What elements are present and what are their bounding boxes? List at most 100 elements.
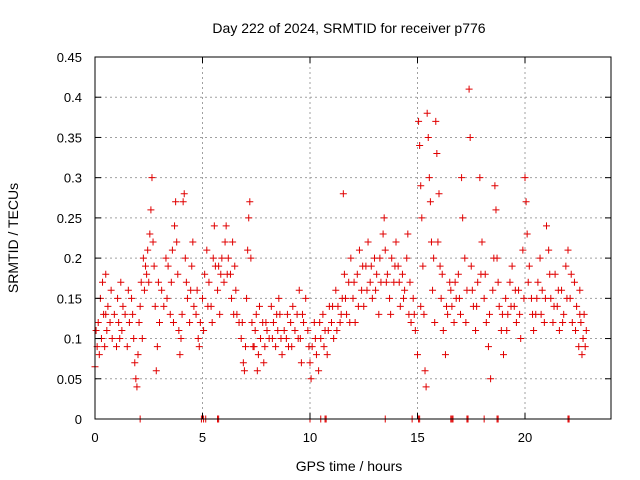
data-point bbox=[171, 222, 179, 230]
data-point bbox=[269, 318, 277, 326]
data-point bbox=[425, 174, 433, 182]
data-point bbox=[140, 286, 148, 294]
x-tick-label: 0 bbox=[91, 430, 98, 445]
data-point bbox=[468, 286, 476, 294]
y-tick-label: 0.25 bbox=[57, 211, 82, 226]
data-point bbox=[329, 302, 337, 310]
data-point bbox=[144, 246, 152, 254]
x-tick-label: 10 bbox=[303, 430, 317, 445]
data-point bbox=[152, 367, 160, 375]
data-point bbox=[94, 318, 102, 326]
data-point bbox=[216, 310, 224, 318]
data-point bbox=[363, 286, 371, 294]
data-point bbox=[291, 327, 299, 335]
data-point bbox=[102, 270, 110, 278]
data-point bbox=[474, 278, 482, 286]
data-point bbox=[498, 310, 506, 318]
data-point bbox=[512, 318, 520, 326]
data-point bbox=[232, 286, 240, 294]
data-point bbox=[275, 294, 283, 302]
data-point bbox=[215, 262, 223, 270]
data-point bbox=[406, 278, 414, 286]
data-point bbox=[581, 343, 589, 351]
data-point bbox=[238, 318, 246, 326]
data-point bbox=[312, 351, 320, 359]
data-point bbox=[461, 254, 469, 262]
data-point bbox=[423, 109, 431, 117]
data-point bbox=[332, 286, 340, 294]
data-point bbox=[307, 375, 315, 383]
data-point bbox=[472, 327, 480, 335]
data-point bbox=[116, 335, 124, 343]
data-point bbox=[577, 318, 585, 326]
data-point bbox=[458, 174, 466, 182]
data-point bbox=[447, 286, 455, 294]
y-tick-label: 0.15 bbox=[57, 291, 82, 306]
data-point bbox=[403, 254, 411, 262]
data-point bbox=[550, 302, 558, 310]
data-point bbox=[246, 198, 254, 206]
data-point bbox=[118, 327, 126, 335]
data-point bbox=[401, 286, 409, 294]
data-point bbox=[203, 246, 211, 254]
data-point bbox=[573, 302, 581, 310]
data-point bbox=[242, 343, 249, 351]
data-point bbox=[333, 327, 341, 335]
data-point bbox=[192, 310, 200, 318]
data-point bbox=[220, 278, 228, 286]
data-point bbox=[163, 294, 171, 302]
data-point bbox=[576, 310, 584, 318]
data-point bbox=[375, 310, 383, 318]
data-point bbox=[176, 351, 184, 359]
data-point bbox=[214, 286, 222, 294]
data-point bbox=[341, 294, 349, 302]
data-point bbox=[579, 335, 587, 343]
data-point bbox=[263, 327, 271, 335]
data-point bbox=[240, 367, 248, 375]
data-point bbox=[364, 238, 372, 246]
data-point bbox=[519, 246, 527, 254]
chart-title: Day 222 of 2024, SRMTID for receiver p77… bbox=[212, 20, 485, 36]
data-point bbox=[178, 310, 186, 318]
data-point bbox=[129, 310, 137, 318]
data-point bbox=[229, 238, 237, 246]
data-point bbox=[205, 278, 213, 286]
data-point bbox=[123, 343, 131, 351]
data-point bbox=[476, 174, 484, 182]
data-point bbox=[432, 117, 440, 125]
data-point bbox=[441, 351, 449, 359]
data-point bbox=[336, 318, 344, 326]
data-point bbox=[273, 310, 281, 318]
data-point bbox=[404, 230, 412, 238]
data-point bbox=[289, 302, 297, 310]
data-point bbox=[162, 254, 170, 262]
data-point bbox=[217, 270, 225, 278]
data-point bbox=[536, 254, 544, 262]
data-point bbox=[576, 286, 584, 294]
data-point bbox=[135, 318, 143, 326]
x-axis-label: GPS time / hours bbox=[296, 458, 403, 474]
data-point bbox=[367, 262, 375, 270]
data-point bbox=[134, 351, 142, 359]
data-point bbox=[376, 254, 384, 262]
data-point bbox=[564, 246, 572, 254]
y-tick-label: 0.2 bbox=[64, 251, 82, 266]
data-point bbox=[164, 262, 172, 270]
data-point bbox=[323, 351, 331, 359]
data-point bbox=[199, 294, 206, 302]
data-point bbox=[486, 310, 494, 318]
data-point bbox=[484, 343, 492, 351]
data-point bbox=[530, 327, 538, 335]
data-point bbox=[426, 198, 434, 206]
data-point bbox=[154, 278, 162, 286]
data-point bbox=[427, 238, 435, 246]
data-point bbox=[537, 310, 545, 318]
data-point bbox=[346, 318, 354, 326]
data-point bbox=[482, 318, 490, 326]
data-point bbox=[396, 302, 404, 310]
data-point bbox=[173, 238, 181, 246]
data-point bbox=[380, 214, 388, 222]
data-point bbox=[95, 351, 103, 359]
data-point bbox=[473, 302, 481, 310]
